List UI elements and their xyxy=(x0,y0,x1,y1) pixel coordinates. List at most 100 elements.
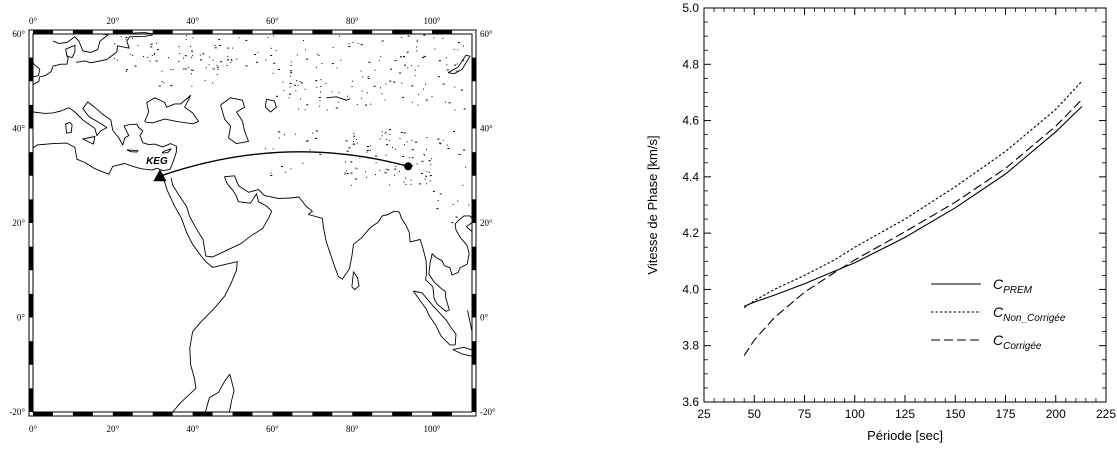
frame-segment xyxy=(472,293,476,318)
island-dot xyxy=(414,75,416,77)
island-dot xyxy=(320,86,322,87)
island-dot xyxy=(114,43,116,45)
island-dot xyxy=(344,172,346,174)
island-dot xyxy=(395,165,397,167)
island-dot xyxy=(245,65,248,67)
island-dot xyxy=(370,103,372,105)
frame-segment xyxy=(272,412,293,416)
island-dot xyxy=(385,168,387,170)
island-dot xyxy=(437,200,439,201)
island-dot xyxy=(355,178,358,180)
y-tick-label: 4.8 xyxy=(682,57,699,71)
island-dot xyxy=(345,170,347,172)
island-dot xyxy=(405,177,406,179)
island-dot xyxy=(279,137,281,139)
island-dot xyxy=(348,147,351,149)
island-dot xyxy=(130,53,132,55)
island-dot xyxy=(213,68,215,70)
island-dot xyxy=(425,175,428,177)
island-dot xyxy=(444,101,446,103)
island-dot xyxy=(401,82,403,84)
island-dot xyxy=(231,59,233,61)
island-dot xyxy=(365,104,367,106)
island-dot xyxy=(214,47,217,49)
island-dot xyxy=(429,180,431,182)
island-dot xyxy=(405,184,407,185)
island-dot xyxy=(255,61,258,63)
island-dot xyxy=(411,149,414,151)
coast-java xyxy=(452,346,473,357)
island-dot xyxy=(415,141,418,143)
island-dot xyxy=(392,146,393,148)
island-dot xyxy=(317,53,319,55)
island-dot xyxy=(366,150,369,152)
island-dot xyxy=(373,85,376,87)
island-dot xyxy=(462,59,465,61)
island-dot xyxy=(125,36,128,38)
island-dot xyxy=(205,67,207,69)
chart-panel: 25 50 75 100 125 150 175 200 225 3.6 3.8 4.0 4.2 4.4… xyxy=(645,1,1116,443)
island-dot xyxy=(217,66,219,68)
station-label: KEG xyxy=(146,156,168,167)
island-dot xyxy=(170,85,173,87)
island-dot xyxy=(335,107,338,109)
island-dot xyxy=(199,54,201,56)
island-dot xyxy=(460,89,463,91)
island-dot xyxy=(457,200,459,202)
island-dot xyxy=(417,65,419,67)
island-dot xyxy=(284,171,286,173)
island-dot xyxy=(270,172,272,174)
island-dot xyxy=(184,55,187,57)
island-dot xyxy=(430,164,432,166)
y-tick-label: 3.6 xyxy=(682,395,699,409)
island-dot xyxy=(423,88,424,90)
x-tick-label: 200 xyxy=(1046,407,1066,421)
island-dot xyxy=(134,65,137,67)
island-dot xyxy=(399,72,402,74)
island-dot xyxy=(468,204,470,206)
island-dot xyxy=(356,138,357,140)
island-dot xyxy=(352,143,355,145)
island-dot xyxy=(289,93,291,95)
island-dot xyxy=(463,108,466,110)
island-dot xyxy=(442,83,445,85)
island-dot xyxy=(125,71,127,72)
event-circle-icon xyxy=(404,162,413,171)
island-dot xyxy=(351,80,353,82)
map-lon-tick-bottom: 40° xyxy=(186,424,199,434)
island-dot xyxy=(462,184,464,186)
island-dot xyxy=(456,70,459,72)
map-lon-tick-top: 20° xyxy=(107,16,120,26)
island-dot xyxy=(400,37,402,38)
island-dot xyxy=(126,69,128,71)
island-dot xyxy=(257,51,259,53)
frame-segment xyxy=(29,199,33,223)
island-dot xyxy=(220,61,223,63)
island-dot xyxy=(433,37,435,39)
y-tick-label: 4.6 xyxy=(682,114,699,128)
island-dot xyxy=(411,65,413,67)
coast-scandinavia xyxy=(52,33,109,53)
island-dot xyxy=(338,35,340,37)
island-dot xyxy=(439,143,442,145)
island-dot xyxy=(385,83,387,85)
great-circle-path xyxy=(159,151,409,177)
map-lat-tick-left: 20° xyxy=(12,218,25,228)
island-dot xyxy=(389,184,391,186)
island-dot xyxy=(265,148,267,150)
island-dot xyxy=(353,135,356,137)
coast-red-sea-west xyxy=(162,175,238,413)
island-dot xyxy=(230,59,232,60)
frame-segment xyxy=(472,341,476,365)
x-tick-label: 150 xyxy=(945,407,965,421)
y-tick-label: 4.4 xyxy=(682,170,699,184)
map-lon-tick-top: 40° xyxy=(186,16,199,26)
island-dot xyxy=(170,68,172,70)
island-dot xyxy=(403,132,406,134)
island-dot xyxy=(300,98,301,100)
frame-segment xyxy=(29,246,33,271)
island-dot xyxy=(366,151,368,153)
island-dot xyxy=(353,141,354,142)
map-lon-tick-top: 80° xyxy=(346,16,359,26)
island-dot xyxy=(424,178,426,180)
